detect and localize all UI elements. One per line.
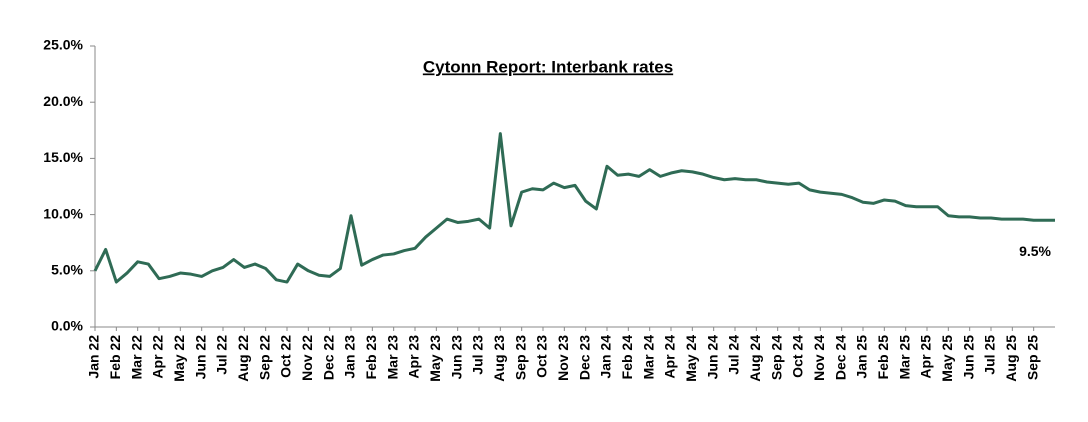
x-tick-label: Mar 24 bbox=[640, 335, 656, 380]
x-tick-label: Aug 24 bbox=[747, 335, 763, 382]
y-tick-label: 25.0% bbox=[43, 37, 83, 53]
x-tick-label: Oct 22 bbox=[278, 335, 294, 378]
x-tick-label: Jan 24 bbox=[598, 335, 614, 379]
x-tick-label: Jun 24 bbox=[704, 335, 720, 380]
x-tick-label: Jul 22 bbox=[214, 335, 230, 375]
x-tick-label: May 22 bbox=[171, 335, 187, 382]
x-tick-label: Jul 25 bbox=[982, 335, 998, 375]
x-tick-label: Feb 22 bbox=[107, 335, 123, 380]
x-tick-label: Oct 24 bbox=[790, 335, 806, 378]
y-tick-label: 15.0% bbox=[43, 149, 83, 165]
x-tick-label: Sep 24 bbox=[768, 335, 784, 380]
x-tick-label: Jun 23 bbox=[448, 335, 464, 380]
x-tick-label: Nov 24 bbox=[811, 335, 827, 381]
x-tick-label: Feb 23 bbox=[363, 335, 379, 380]
x-tick-label: Jan 23 bbox=[342, 335, 358, 379]
x-tick-label: Mar 22 bbox=[128, 335, 144, 380]
x-tick-label: Oct 23 bbox=[534, 335, 550, 378]
x-tick-label: Jan 22 bbox=[86, 335, 102, 379]
y-tick-label: 10.0% bbox=[43, 205, 83, 221]
x-tick-label: Aug 23 bbox=[491, 335, 507, 382]
x-tick-label: Dec 23 bbox=[576, 335, 592, 380]
x-tick-label: Nov 23 bbox=[555, 335, 571, 381]
x-tick-label: Dec 24 bbox=[832, 335, 848, 380]
x-tick-label: Jun 25 bbox=[960, 335, 976, 380]
x-tick-label: Feb 24 bbox=[619, 335, 635, 380]
x-tick-label: Jul 23 bbox=[470, 335, 486, 375]
x-tick-label: Apr 25 bbox=[918, 335, 934, 379]
x-tick-label: May 25 bbox=[939, 335, 955, 382]
x-tick-label: Jun 22 bbox=[192, 335, 208, 380]
x-tick-label: Mar 25 bbox=[896, 335, 912, 380]
x-tick-label: Dec 22 bbox=[320, 335, 336, 380]
x-tick-label: Apr 22 bbox=[150, 335, 166, 379]
x-tick-label: Aug 25 bbox=[1003, 335, 1019, 382]
x-tick-label: Aug 22 bbox=[235, 335, 251, 382]
y-tick-label: 5.0% bbox=[51, 262, 83, 278]
x-tick-label: Sep 25 bbox=[1024, 335, 1040, 380]
x-tick-label: Apr 23 bbox=[406, 335, 422, 379]
x-tick-label: Mar 23 bbox=[384, 335, 400, 380]
x-tick-label: Sep 23 bbox=[512, 335, 528, 380]
series-line bbox=[93, 132, 1055, 284]
x-tick-label: Jan 25 bbox=[854, 335, 870, 379]
y-tick-label: 0.0% bbox=[51, 318, 83, 334]
x-tick-label: May 23 bbox=[427, 335, 443, 382]
data-label: 9.5% bbox=[1019, 243, 1051, 259]
x-tick-label: May 24 bbox=[683, 335, 699, 382]
x-tick-label: Apr 24 bbox=[662, 335, 678, 379]
x-tick-label: Nov 22 bbox=[299, 335, 315, 381]
chart-title: Cytonn Report: Interbank rates bbox=[423, 57, 673, 76]
x-tick-label: Jul 24 bbox=[726, 335, 742, 375]
y-tick-label: 20.0% bbox=[43, 93, 83, 109]
x-tick-label: Feb 25 bbox=[875, 335, 891, 380]
x-tick-label: Sep 22 bbox=[256, 335, 272, 380]
